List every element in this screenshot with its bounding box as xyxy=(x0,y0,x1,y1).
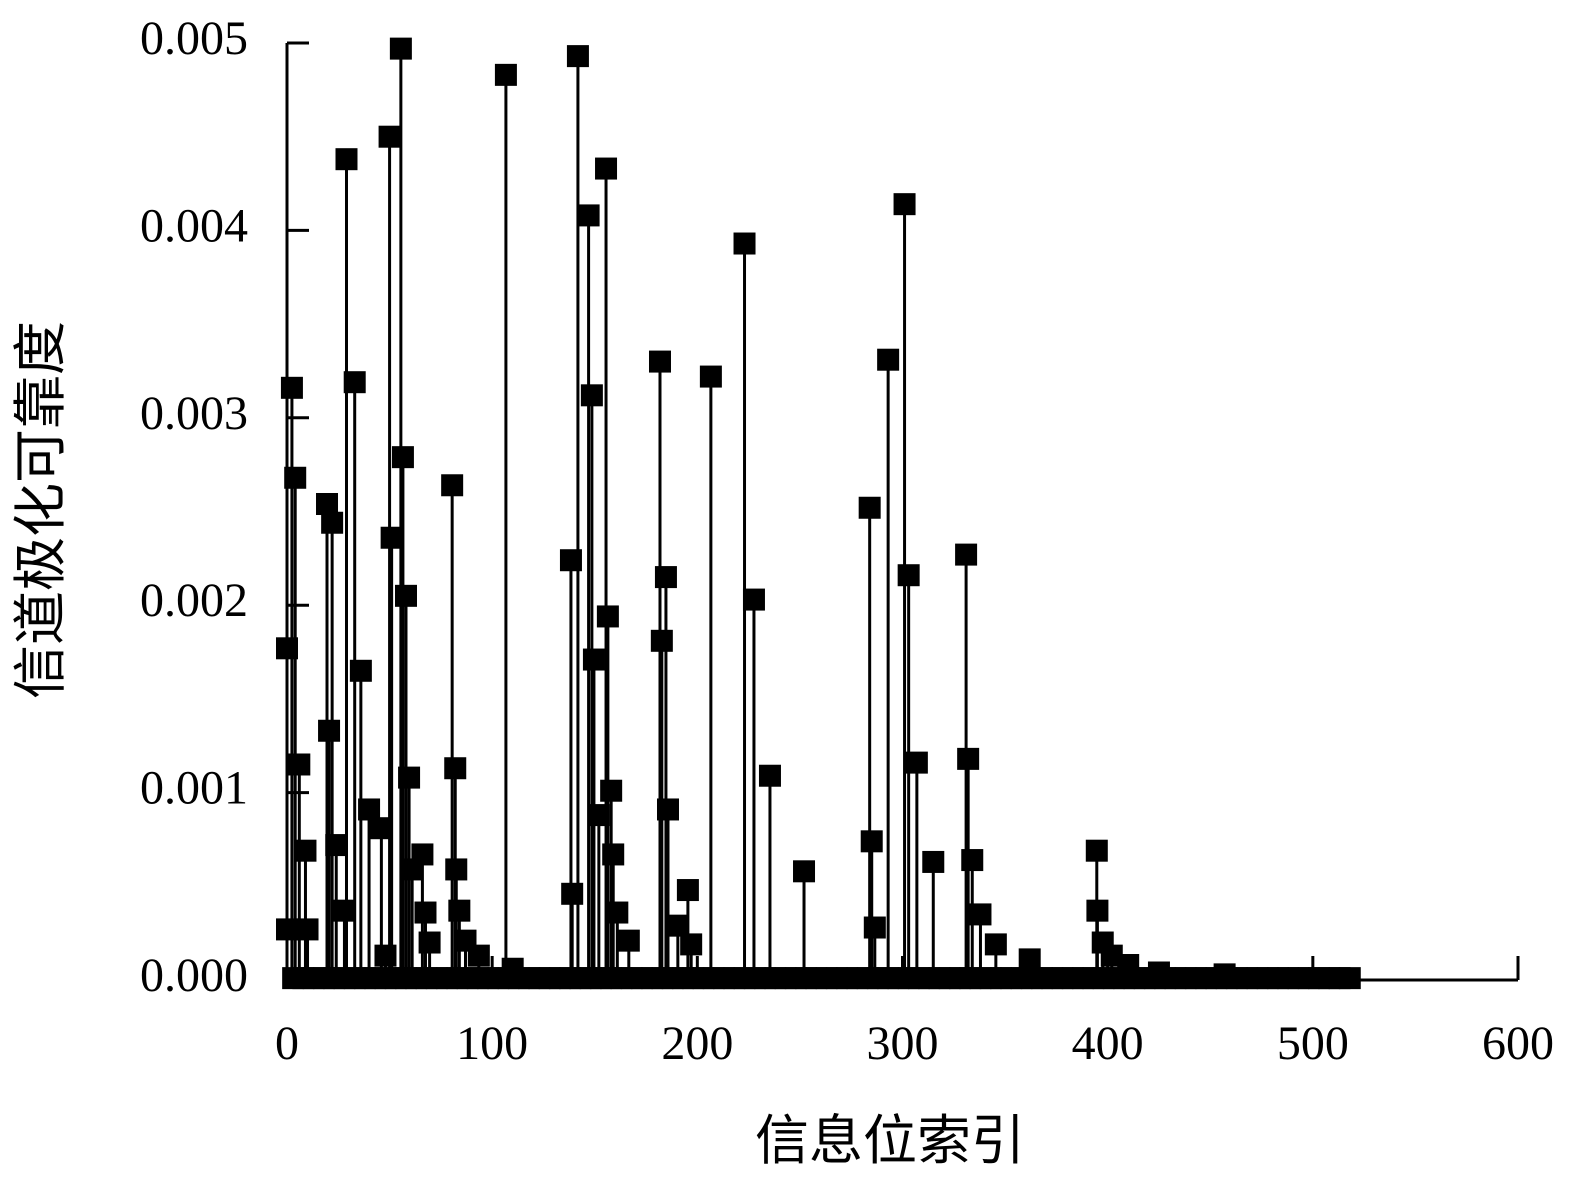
marker xyxy=(733,232,756,255)
x-tick-label: 500 xyxy=(1277,1017,1349,1070)
y-tick-label: 0.005 xyxy=(140,12,248,65)
marker xyxy=(1085,839,1108,862)
marker xyxy=(441,474,464,497)
marker xyxy=(577,204,600,227)
marker xyxy=(650,629,673,652)
marker xyxy=(316,493,339,516)
marker xyxy=(448,899,471,922)
marker xyxy=(984,933,1007,956)
marker xyxy=(325,834,348,857)
x-tick-label: 300 xyxy=(867,1017,939,1070)
marker xyxy=(580,384,603,407)
x-tick-label: 100 xyxy=(456,1017,528,1070)
marker xyxy=(893,193,916,216)
marker xyxy=(566,45,589,68)
marker xyxy=(858,496,881,519)
marker xyxy=(863,916,886,939)
marker xyxy=(656,798,679,821)
marker xyxy=(582,648,605,671)
marker xyxy=(596,605,619,628)
x-tick-label: 0 xyxy=(275,1017,299,1070)
marker xyxy=(280,376,303,399)
marker xyxy=(587,804,610,827)
marker xyxy=(922,850,945,873)
marker xyxy=(349,659,372,682)
marker xyxy=(1018,948,1041,971)
marker xyxy=(288,753,311,776)
marker xyxy=(284,466,307,489)
marker xyxy=(414,901,437,924)
y-tick-label: 0.001 xyxy=(140,762,248,815)
marker xyxy=(370,817,393,840)
marker xyxy=(877,348,900,371)
marker xyxy=(957,747,980,770)
marker xyxy=(602,843,625,866)
marker xyxy=(389,37,412,60)
x-tick-label: 600 xyxy=(1482,1017,1554,1070)
marker xyxy=(380,526,403,549)
marker xyxy=(699,365,722,388)
marker xyxy=(676,879,699,902)
marker xyxy=(467,944,490,967)
marker xyxy=(969,903,992,926)
y-tick-label: 0.002 xyxy=(140,574,248,627)
marker xyxy=(961,849,984,872)
marker xyxy=(955,543,978,566)
marker xyxy=(358,798,381,821)
marker xyxy=(333,899,356,922)
marker xyxy=(561,882,584,905)
marker xyxy=(606,901,629,924)
y-axis-label: 信道极化可靠度 xyxy=(9,321,72,699)
marker xyxy=(445,858,468,881)
marker xyxy=(897,564,920,587)
marker xyxy=(394,584,417,607)
marker xyxy=(617,929,640,952)
marker xyxy=(343,371,366,394)
x-axis-label: 信息位索引 xyxy=(755,1109,1025,1172)
marker xyxy=(680,933,703,956)
marker xyxy=(654,566,677,589)
marker xyxy=(398,766,421,789)
marker xyxy=(595,157,618,180)
marker xyxy=(742,588,765,611)
marker xyxy=(1338,967,1361,990)
marker xyxy=(321,511,344,534)
marker xyxy=(318,719,341,742)
marker xyxy=(391,446,414,469)
marker xyxy=(666,914,689,937)
marker xyxy=(793,860,816,883)
y-tick-label: 0.004 xyxy=(140,199,248,252)
marker xyxy=(758,764,781,787)
marker xyxy=(905,751,928,774)
marker xyxy=(444,757,467,780)
marker xyxy=(648,350,671,373)
marker xyxy=(335,148,358,171)
marker xyxy=(378,125,401,148)
marker xyxy=(411,843,434,866)
marker xyxy=(494,63,517,86)
marker xyxy=(296,918,319,941)
x-tick-label: 400 xyxy=(1072,1017,1144,1070)
marker xyxy=(294,839,317,862)
x-tick-label: 200 xyxy=(661,1017,733,1070)
marker xyxy=(600,779,623,802)
y-tick-label: 0.000 xyxy=(140,949,248,1002)
marker xyxy=(418,931,441,954)
y-tick-label: 0.003 xyxy=(140,387,248,440)
marker xyxy=(374,944,397,967)
marker xyxy=(1086,899,1109,922)
marker xyxy=(860,830,883,853)
